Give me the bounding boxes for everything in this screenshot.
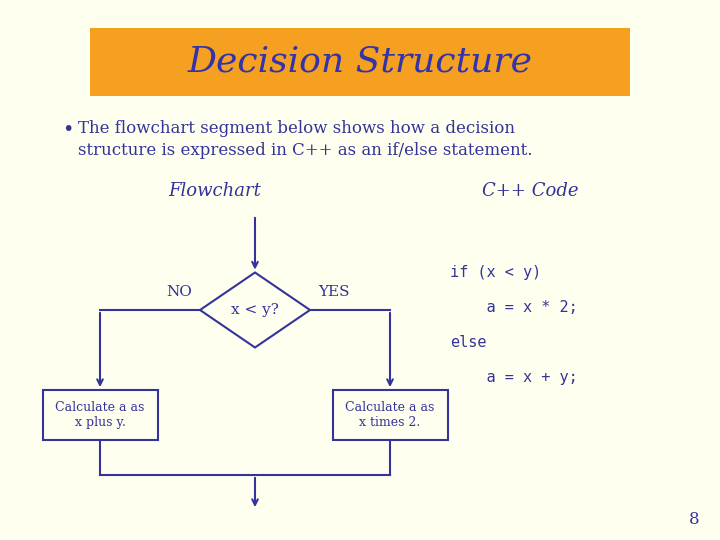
Text: Calculate a as
x plus y.: Calculate a as x plus y.	[55, 401, 145, 429]
Text: a = x * 2;: a = x * 2;	[450, 300, 577, 315]
Text: Flowchart: Flowchart	[168, 182, 261, 200]
Text: The flowchart segment below shows how a decision: The flowchart segment below shows how a …	[78, 120, 515, 137]
Text: x < y?: x < y?	[231, 303, 279, 317]
Text: •: •	[62, 120, 73, 139]
Polygon shape	[200, 273, 310, 348]
FancyBboxPatch shape	[90, 28, 630, 96]
Text: if (x < y): if (x < y)	[450, 265, 541, 280]
Text: structure is expressed in C++ as an if/else statement.: structure is expressed in C++ as an if/e…	[78, 142, 533, 159]
FancyBboxPatch shape	[42, 390, 158, 440]
Text: a = x + y;: a = x + y;	[450, 370, 577, 385]
Text: C++ Code: C++ Code	[482, 182, 578, 200]
Text: NO: NO	[166, 285, 192, 299]
Text: Calculate a as
x times 2.: Calculate a as x times 2.	[346, 401, 435, 429]
Text: YES: YES	[318, 285, 349, 299]
Text: else: else	[450, 335, 487, 350]
Text: 8: 8	[689, 511, 700, 528]
FancyBboxPatch shape	[333, 390, 448, 440]
Text: Decision Structure: Decision Structure	[187, 45, 533, 79]
